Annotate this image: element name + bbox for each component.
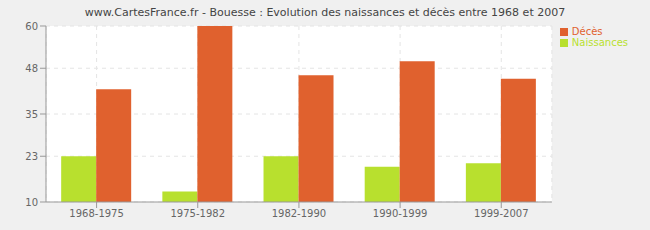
html-text:www.CartesFrance.fr - Bouesse: www.CartesFrance.fr - Bouesse : Evolutio… (84, 6, 566, 19)
html-text:Naissances: Naissances (571, 37, 628, 48)
html-text:Décès: Décès (571, 26, 603, 37)
svg-text:1968-1975: 1968-1975 (69, 208, 124, 219)
svg-text:23: 23 (25, 151, 38, 162)
svg-text:1990-1999: 1990-1999 (373, 208, 428, 219)
svg-text:1982-1990: 1982-1990 (272, 208, 327, 219)
svg-text:60: 60 (25, 21, 38, 32)
svg-text:10: 10 (25, 197, 38, 208)
svg-text:35: 35 (25, 109, 38, 120)
svg-text:48: 48 (25, 63, 38, 74)
svg-text:1975-1982: 1975-1982 (171, 208, 226, 219)
svg-text:1999-2007: 1999-2007 (474, 208, 529, 219)
